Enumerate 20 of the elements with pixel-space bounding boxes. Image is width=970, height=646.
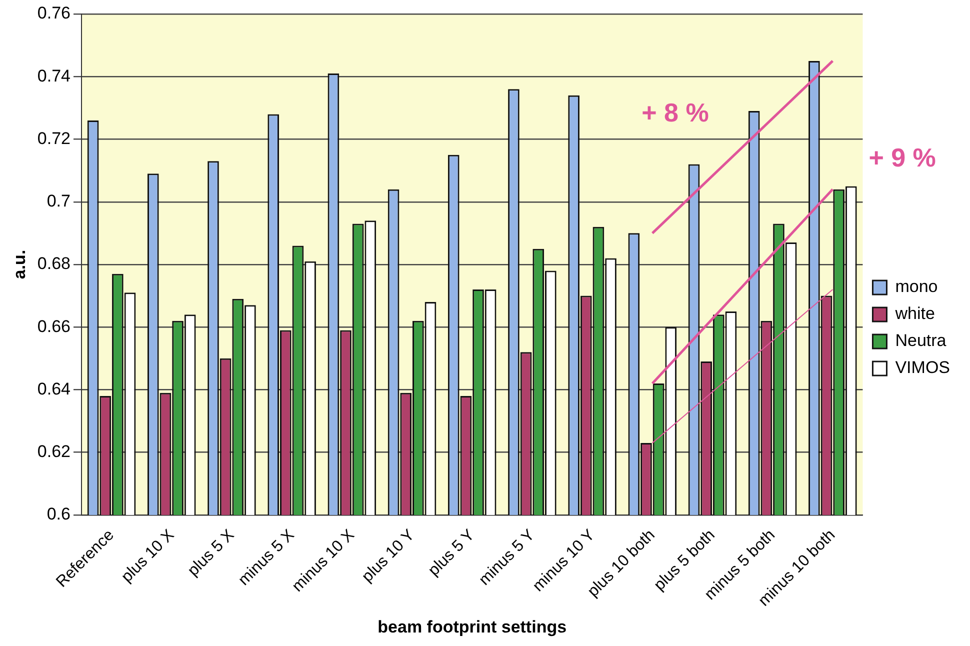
annotation: + 8 %	[642, 97, 709, 128]
y-tick-label: 0.62	[37, 442, 70, 462]
y-tick-label: 0.68	[37, 254, 70, 274]
x-tick-label: plus 5 Y	[425, 526, 478, 580]
x-axis-title: beam footprint settings	[378, 617, 567, 636]
legend-label: VIMOS	[895, 358, 950, 378]
y-tick-label: 0.7	[46, 192, 70, 211]
legend-label: white	[894, 304, 935, 324]
y-tick-label: 0.72	[37, 128, 70, 148]
x-tick-label: plus 10 Y	[358, 526, 418, 586]
text: + 9 %	[868, 142, 936, 172]
y-tick-label: 0.66	[37, 316, 70, 336]
y-tick-label: 0.64	[37, 379, 70, 398]
y-axis-title: a.u.	[10, 250, 29, 280]
y-tick-label: 0.74	[37, 66, 70, 86]
legend-label: Neutra	[895, 331, 947, 350]
legend-label: mono	[895, 277, 938, 296]
y-tick-label: 0.76	[37, 4, 70, 23]
x-tick-label: plus 10 X	[118, 526, 178, 586]
y-tick-label: 0.6	[46, 504, 70, 524]
